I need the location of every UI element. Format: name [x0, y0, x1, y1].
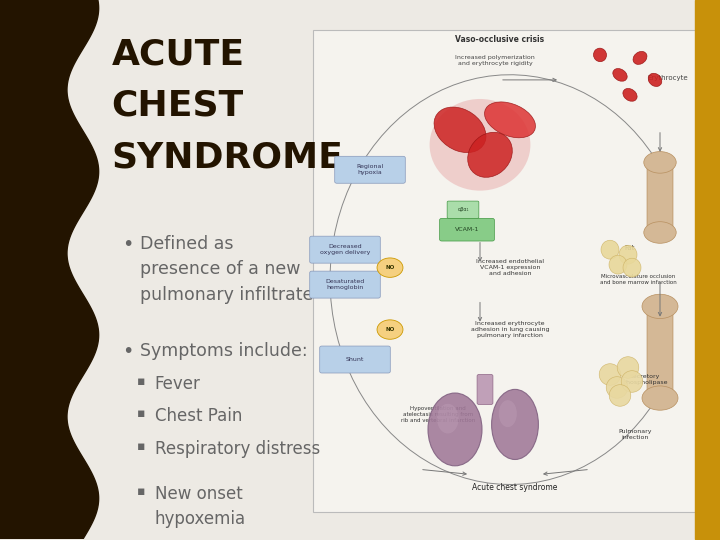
Text: ▪: ▪ [137, 375, 145, 388]
Ellipse shape [428, 393, 482, 466]
Text: Erythrocyte: Erythrocyte [648, 75, 688, 81]
Text: Decreased
oxygen delivery: Decreased oxygen delivery [320, 244, 370, 255]
Text: Secretory
phospholipase: Secretory phospholipase [622, 374, 667, 385]
Text: Fat: Fat [625, 245, 635, 251]
Text: Pulmonary
infection: Pulmonary infection [618, 429, 652, 440]
FancyBboxPatch shape [447, 201, 479, 218]
Ellipse shape [642, 294, 678, 319]
Text: Hypoventilation and
atelectasis resulting from
rib and vertebral infarction: Hypoventilation and atelectasis resultin… [401, 406, 475, 423]
Ellipse shape [430, 99, 531, 191]
Text: NO: NO [385, 265, 395, 270]
Ellipse shape [621, 370, 643, 392]
Text: NO: NO [385, 327, 395, 332]
Text: Increased endothelial
VCAM-1 expression
and adhesion: Increased endothelial VCAM-1 expression … [476, 259, 544, 276]
Text: •: • [122, 234, 134, 254]
Ellipse shape [437, 404, 459, 434]
Ellipse shape [648, 73, 662, 86]
Circle shape [377, 258, 403, 278]
Ellipse shape [609, 255, 627, 274]
Text: ▪: ▪ [137, 407, 145, 420]
FancyBboxPatch shape [320, 346, 390, 373]
Text: Microvasculature occlusion
and bone marrow infarction: Microvasculature occlusion and bone marr… [600, 274, 676, 285]
Ellipse shape [593, 48, 606, 62]
Ellipse shape [499, 400, 517, 427]
Ellipse shape [644, 152, 676, 173]
Text: VCAM-1: VCAM-1 [455, 227, 480, 232]
Ellipse shape [619, 245, 637, 264]
FancyBboxPatch shape [647, 160, 673, 230]
Text: Vaso-occlusive crisis: Vaso-occlusive crisis [456, 35, 544, 44]
Ellipse shape [623, 258, 641, 277]
Ellipse shape [468, 132, 513, 177]
Ellipse shape [617, 357, 639, 379]
FancyBboxPatch shape [440, 218, 495, 241]
Ellipse shape [634, 51, 647, 65]
Polygon shape [0, 0, 99, 539]
Ellipse shape [642, 386, 678, 410]
Text: Fever: Fever [155, 375, 201, 393]
Text: αβα₁: αβα₁ [457, 207, 469, 212]
Text: •: • [122, 342, 134, 361]
Ellipse shape [606, 377, 628, 399]
Ellipse shape [434, 107, 486, 153]
Text: ▪: ▪ [137, 440, 145, 453]
Text: CHEST: CHEST [112, 89, 244, 123]
FancyBboxPatch shape [313, 30, 698, 512]
Ellipse shape [599, 364, 621, 385]
FancyBboxPatch shape [310, 271, 380, 298]
Ellipse shape [485, 102, 536, 138]
Text: ACUTE: ACUTE [112, 38, 245, 72]
Ellipse shape [601, 240, 619, 259]
Text: Increased erythrocyte
adhesion in lung causing
pulmonary infarction: Increased erythrocyte adhesion in lung c… [471, 321, 549, 338]
Text: Respiratory distress: Respiratory distress [155, 440, 320, 457]
Text: Shunt: Shunt [346, 357, 364, 362]
Bar [695, 0, 720, 539]
Text: Increased polymerization
and erythrocyte rigidity: Increased polymerization and erythrocyte… [455, 55, 535, 66]
Text: Regional
hypoxia: Regional hypoxia [356, 164, 384, 176]
Circle shape [377, 320, 403, 339]
FancyBboxPatch shape [310, 236, 380, 263]
Text: Acute chest syndrome: Acute chest syndrome [472, 483, 558, 492]
Ellipse shape [644, 222, 676, 244]
Text: Chest Pain: Chest Pain [155, 407, 242, 425]
Ellipse shape [624, 88, 636, 102]
Text: Symptoms include:: Symptoms include: [140, 342, 308, 360]
Ellipse shape [609, 384, 631, 406]
Text: SYNDROME: SYNDROME [112, 140, 343, 174]
Text: New onset
hypoxemia: New onset hypoxemia [155, 485, 246, 528]
Text: ▪: ▪ [137, 485, 145, 498]
Ellipse shape [492, 389, 539, 460]
Text: Desaturated
hemoglobin: Desaturated hemoglobin [325, 279, 364, 290]
FancyBboxPatch shape [647, 303, 673, 395]
Text: Defined as
presence of a new
pulmonary infiltrate: Defined as presence of a new pulmonary i… [140, 234, 314, 304]
Ellipse shape [613, 69, 627, 82]
FancyBboxPatch shape [477, 374, 493, 404]
FancyBboxPatch shape [335, 156, 405, 183]
